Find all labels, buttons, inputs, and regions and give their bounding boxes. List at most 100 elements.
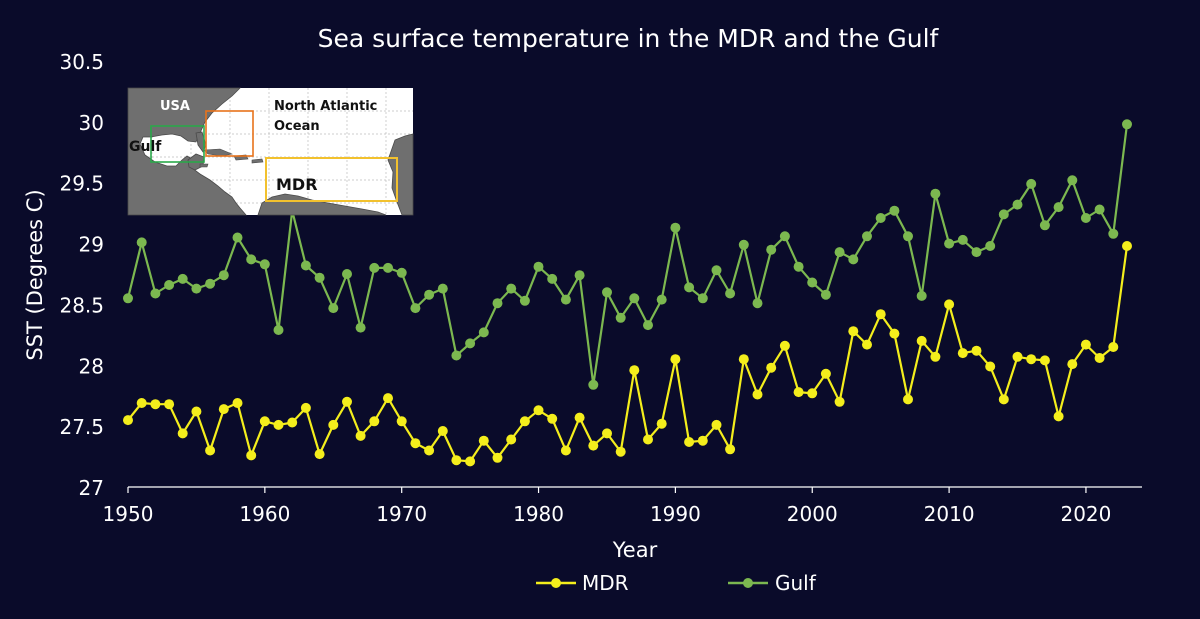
data-point-gulf [944,238,955,249]
data-point-mdr [793,387,804,398]
data-point-gulf [560,294,571,305]
data-point-gulf [410,303,421,314]
data-point-mdr [957,348,968,359]
y-tick-label: 28.5 [59,293,104,317]
data-point-mdr [684,437,695,447]
data-point-mdr [424,445,435,456]
data-point-mdr [889,328,900,339]
x-tick-label: 1990 [650,502,701,526]
data-point-mdr [656,418,667,429]
data-point-mdr [547,413,558,424]
data-point-mdr [1026,354,1037,365]
data-point-mdr [574,412,585,423]
data-point-gulf [136,237,147,248]
data-point-gulf [547,273,558,284]
data-point-gulf [643,320,653,331]
data-point-mdr [300,402,311,413]
data-point-mdr [506,434,517,445]
data-point-mdr [930,351,941,362]
inset-mdr-label: MDR [276,175,318,194]
data-point-mdr [1108,342,1119,352]
legend-mdr-swatch-marker [551,578,561,588]
data-point-mdr [232,398,243,408]
data-point-mdr [1067,359,1078,370]
data-point-mdr [478,435,489,446]
data-point-gulf [1122,119,1132,130]
data-point-gulf [164,280,175,290]
series-gulf [123,119,1132,390]
data-point-gulf [985,241,996,251]
data-point-mdr [410,438,421,449]
data-point-gulf [889,205,900,216]
data-point-mdr [697,435,708,446]
data-point-mdr [615,446,626,457]
data-point-mdr [560,445,571,456]
data-point-gulf [383,262,393,273]
data-point-mdr [273,419,284,430]
data-point-gulf [506,283,517,294]
data-point-mdr [533,405,544,416]
data-point-gulf [903,231,913,242]
data-point-mdr [944,299,955,310]
data-point-mdr [711,419,722,430]
data-point-mdr [807,388,818,399]
data-point-gulf [1012,199,1023,210]
data-point-mdr [314,449,325,460]
data-point-mdr [766,362,777,373]
data-point-gulf [177,273,188,284]
data-point-gulf [424,289,435,300]
data-point-mdr [903,394,913,405]
data-point-mdr [437,426,448,436]
data-point-gulf [807,277,818,288]
data-point-gulf [684,282,695,293]
africa-land [387,133,414,216]
data-point-gulf [1067,175,1078,186]
data-point-mdr [725,444,736,455]
inset-map: USA North Atlantic Ocean Gulf MDR [127,87,414,216]
data-point-mdr [246,450,257,461]
data-point-gulf [930,188,941,199]
data-point-mdr [1094,353,1105,363]
data-point-mdr [123,415,133,426]
data-point-gulf [246,254,257,265]
data-point-mdr [136,398,147,408]
data-point-gulf [314,272,325,283]
data-point-mdr [369,416,380,427]
y-tick-label: 27.5 [59,415,104,439]
y-tick-label: 28 [79,354,104,378]
y-tick-label: 29 [79,233,104,257]
data-point-mdr [779,340,790,351]
data-point-gulf [738,239,749,250]
data-point-mdr [916,335,927,346]
data-point-mdr [834,396,845,407]
caribbean-islands [199,148,264,168]
data-point-gulf [396,267,407,278]
data-point-mdr [738,354,749,365]
data-point-mdr [629,365,640,376]
x-axis-label: Year [612,538,658,562]
data-point-gulf [273,325,284,335]
data-point-mdr [342,396,352,407]
data-point-gulf [779,231,790,242]
data-point-gulf [602,287,612,298]
data-point-mdr [820,368,831,379]
y-axis-ticks: 27 27.5 28 28.5 29 29.5 30 30.5 [59,50,104,500]
data-point-gulf [656,294,667,305]
data-point-mdr [519,416,530,427]
inset-ocean-label-line2: Ocean [274,119,320,134]
data-point-gulf [725,288,736,299]
data-point-mdr [971,345,982,356]
data-point-gulf [369,262,380,273]
data-point-gulf [1094,204,1105,215]
x-tick-label: 1970 [376,502,427,526]
data-point-mdr [150,399,161,410]
data-point-gulf [916,290,927,301]
data-point-gulf [793,261,804,272]
data-point-mdr [602,428,612,439]
data-point-gulf [342,269,352,279]
data-point-mdr [287,417,298,428]
data-point-gulf [205,278,216,289]
x-tick-label: 2000 [787,502,838,526]
data-point-gulf [465,338,476,349]
